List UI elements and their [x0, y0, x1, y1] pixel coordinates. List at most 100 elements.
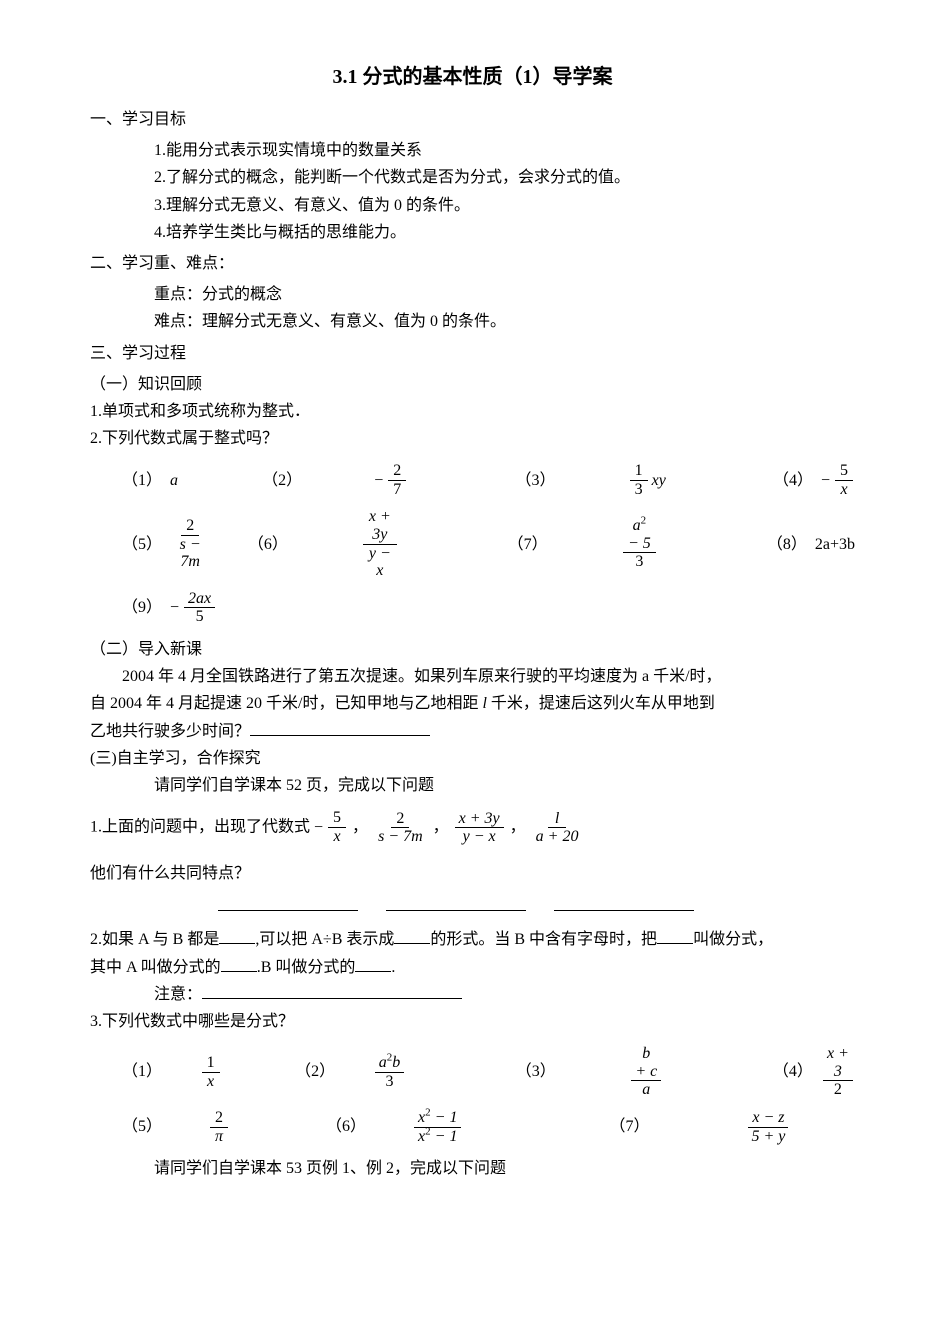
expr-2-num: 2 [388, 462, 406, 481]
intro-line-b: 自 2004 年 4 月起提速 20 千米/时，已知甲地与乙地相距 l 千米，提… [90, 690, 855, 717]
label-7: （7） [508, 531, 548, 558]
blank-q2-5 [355, 955, 391, 972]
goal-3: 3.理解分式无意义、有意义、值为 0 的条件。 [154, 192, 855, 219]
subhead-1: （一）知识回顾 [90, 371, 855, 398]
expr2-6-num: x2 − 1 [414, 1109, 461, 1128]
label-8: （8） [767, 531, 807, 558]
label2-3: （3） [516, 1058, 556, 1085]
expr2-1-num: 1 [202, 1054, 220, 1073]
expr-2: − 2 7 [374, 462, 408, 498]
label2-6: （6） [326, 1113, 366, 1140]
review-1: 1.单项式和多项式统称为整式． [90, 398, 855, 425]
expr2-7: x − z 5 + y [747, 1109, 789, 1145]
expr2-5-num: 2 [210, 1109, 228, 1128]
blank-q2-2 [394, 927, 430, 944]
expr-6-num: x + 3y [363, 508, 397, 544]
q2-e: 其中 A 叫做分式的 [90, 959, 221, 976]
expr-9: − 2ax 5 [170, 590, 217, 626]
q2-c: 的形式。当 B 中含有字母时，把 [430, 931, 657, 948]
heading-3: 三、学习过程 [90, 340, 855, 367]
q2-line-1: 2.如果 A 与 B 都是 ,可以把 A÷B 表示成 的形式。当 B 中含有字母时，… [90, 926, 855, 953]
q1-e3-den: y − x [459, 828, 500, 846]
q1-blanks [218, 893, 855, 920]
note-label: 注意： [154, 986, 202, 1003]
q1-e4-den: a + 20 [532, 828, 583, 846]
expr2-6: x2 − 1 x2 − 1 [414, 1109, 461, 1145]
label-1: （1） [122, 467, 162, 494]
expr-row-1: （1） a （2） − 2 7 （3） 1 3 xy （4） − 5 x [122, 462, 855, 498]
label-4: （4） [773, 467, 813, 494]
expr2-5-den: π [210, 1128, 228, 1146]
expr-2-den: 7 [388, 481, 406, 499]
expr-3-num: 1 [630, 462, 648, 481]
label2-1: （1） [122, 1058, 162, 1085]
goal-2: 2.了解分式的概念，能判断一个代数式是否为分式，会求分式的值。 [154, 164, 855, 191]
label2-7: （7） [609, 1113, 649, 1140]
keypoint: 重点：分式的概念 [154, 281, 855, 308]
q1-pre: 1.上面的问题中，出现了代数式 [90, 819, 310, 836]
q1-e4-num: l [548, 810, 566, 829]
heading-2: 二、学习重、难点： [90, 250, 855, 277]
blank-note [202, 982, 462, 999]
q1-ask: 他们有什么共同特点？ [90, 860, 855, 887]
expr-7-den: 3 [630, 553, 648, 571]
expr-6: x + 3y y − x [361, 508, 399, 579]
study-1: 请同学们自学课本 52 页，完成以下问题 [154, 772, 855, 799]
subhead-3: (三)自主学习，合作探究 [90, 745, 855, 772]
expr2-4-den: 2 [829, 1081, 847, 1099]
q1-e1-den: x [328, 828, 346, 846]
q2-b: ,可以把 A÷B 表示成 [255, 931, 394, 948]
expr-4-num: 5 [835, 462, 853, 481]
difficult: 难点：理解分式无意义、有意义、值为 0 的条件。 [154, 308, 855, 335]
label-6: （6） [248, 531, 288, 558]
note-line: 注意： [154, 981, 855, 1008]
expr2-2-den: 3 [380, 1073, 398, 1091]
blank-common-1 [218, 894, 358, 911]
expr-9-den: 5 [191, 608, 209, 626]
expr2-row-1: （1） 1 x （2） a2b 3 （3） b + c a （4） x + 3 … [122, 1045, 855, 1099]
expr2-4-num: x + 3 [823, 1045, 853, 1081]
label2-4: （4） [773, 1058, 813, 1085]
expr-5-den: s − 7m [172, 536, 208, 571]
expr-5-num: 2 [181, 517, 199, 536]
q1-expr-3: x + 3y y − x [455, 810, 504, 846]
label-3: （3） [515, 467, 555, 494]
expr-3-tail: xy [652, 467, 666, 494]
review-2: 2.下列代数式属于整式吗？ [90, 425, 855, 452]
subhead-2: （二）导入新课 [90, 636, 855, 663]
expr-7-num: a2 − 5 [623, 517, 656, 553]
q1-expr-2: 2 s − 7m [374, 810, 427, 846]
q2-a: 2.如果 A 与 B 都是 [90, 931, 219, 948]
expr2-2-num: a2b [375, 1054, 405, 1073]
expr-3: 1 3 xy [628, 462, 666, 498]
q3: 3.下列代数式中哪些是分式？ [90, 1008, 855, 1035]
expr2-3-num: b + c [631, 1045, 661, 1081]
q1-e2-den: s − 7m [374, 828, 427, 846]
label-9: （9） [122, 594, 162, 621]
q1-e2-num: 2 [391, 810, 409, 829]
expr2-7-num: x − z [748, 1109, 788, 1128]
expr2-1-den: x [202, 1073, 220, 1091]
q2-line-2: 其中 A 叫做分式的.B 叫做分式的. [90, 954, 855, 981]
blank-q2-1 [219, 927, 255, 944]
expr2-5: 2 π [210, 1109, 228, 1145]
expr2-4: x + 3 2 [823, 1045, 853, 1099]
expr2-row-2: （5） 2 π （6） x2 − 1 x2 − 1 （7） x − z 5 + … [122, 1109, 855, 1145]
expr2-1: 1 x [202, 1054, 220, 1090]
blank-common-2 [386, 894, 526, 911]
expr-9-num: 2ax [184, 590, 215, 609]
q1-line: 1.上面的问题中，出现了代数式 − 5 x ， 2 s − 7m ， x + 3… [90, 809, 855, 846]
intro-b-pre: 自 2004 年 4 月起提速 20 千米/时，已知甲地与乙地相距 [90, 695, 482, 712]
intro-line-c: 乙地共行驶多少时间？ [90, 718, 855, 745]
expr-5: 2 s − 7m [170, 517, 210, 571]
expr2-2: a2b 3 [375, 1054, 405, 1090]
expr-4: − 5 x [821, 462, 855, 498]
q1-e1-num: 5 [328, 809, 346, 828]
label-5: （5） [122, 531, 162, 558]
blank-q2-3 [657, 927, 693, 944]
goal-1: 1.能用分式表示现实情境中的数量关系 [154, 137, 855, 164]
q1-expr-4: l a + 20 [532, 810, 583, 846]
expr-3-den: 3 [630, 481, 648, 499]
expr-1: a [170, 467, 190, 494]
blank-time [250, 719, 430, 736]
